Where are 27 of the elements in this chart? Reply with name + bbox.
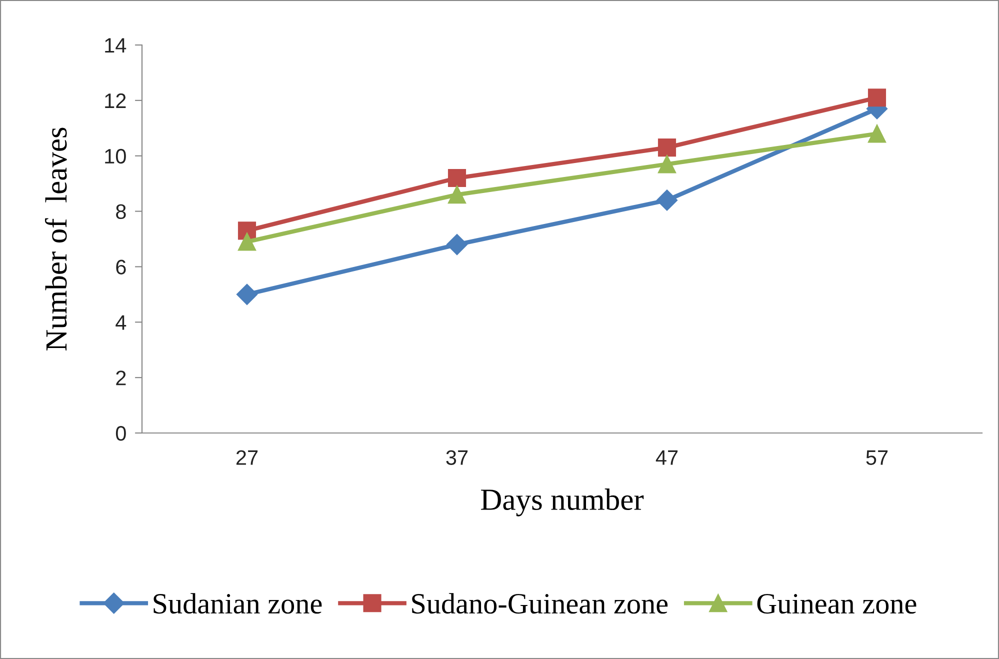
x-tick-label: 47 [656,450,678,465]
x-axis-title: Days number [480,488,644,516]
point [658,155,676,174]
point [448,169,466,188]
y-tick-label: 4 [116,315,126,330]
point [656,190,678,211]
legend-label: Guinean zone [757,594,916,614]
legend-label: Sudano-Guinean zone [412,593,668,614]
point [658,138,676,157]
legend-label: Sudanian zone [154,593,322,614]
y-tick-label: 10 [105,148,126,164]
point [448,186,466,204]
y-tick-label: 8 [116,204,126,220]
y-tick-label: 2 [116,370,126,386]
point [446,234,468,256]
point [236,284,258,305]
y-tick-label: 14 [105,38,126,53]
x-tick-label: 37 [446,450,468,465]
point [868,124,886,143]
y-axis-title: Number of leaves [44,128,67,351]
point [238,232,256,251]
y-tick-label: 0 [116,426,126,441]
x-tick-label: 27 [236,450,258,465]
y-tick-label: 6 [116,260,126,274]
y-tick-label: 12 [105,93,126,108]
x-tick-label: 57 [866,450,888,465]
point [868,88,886,107]
